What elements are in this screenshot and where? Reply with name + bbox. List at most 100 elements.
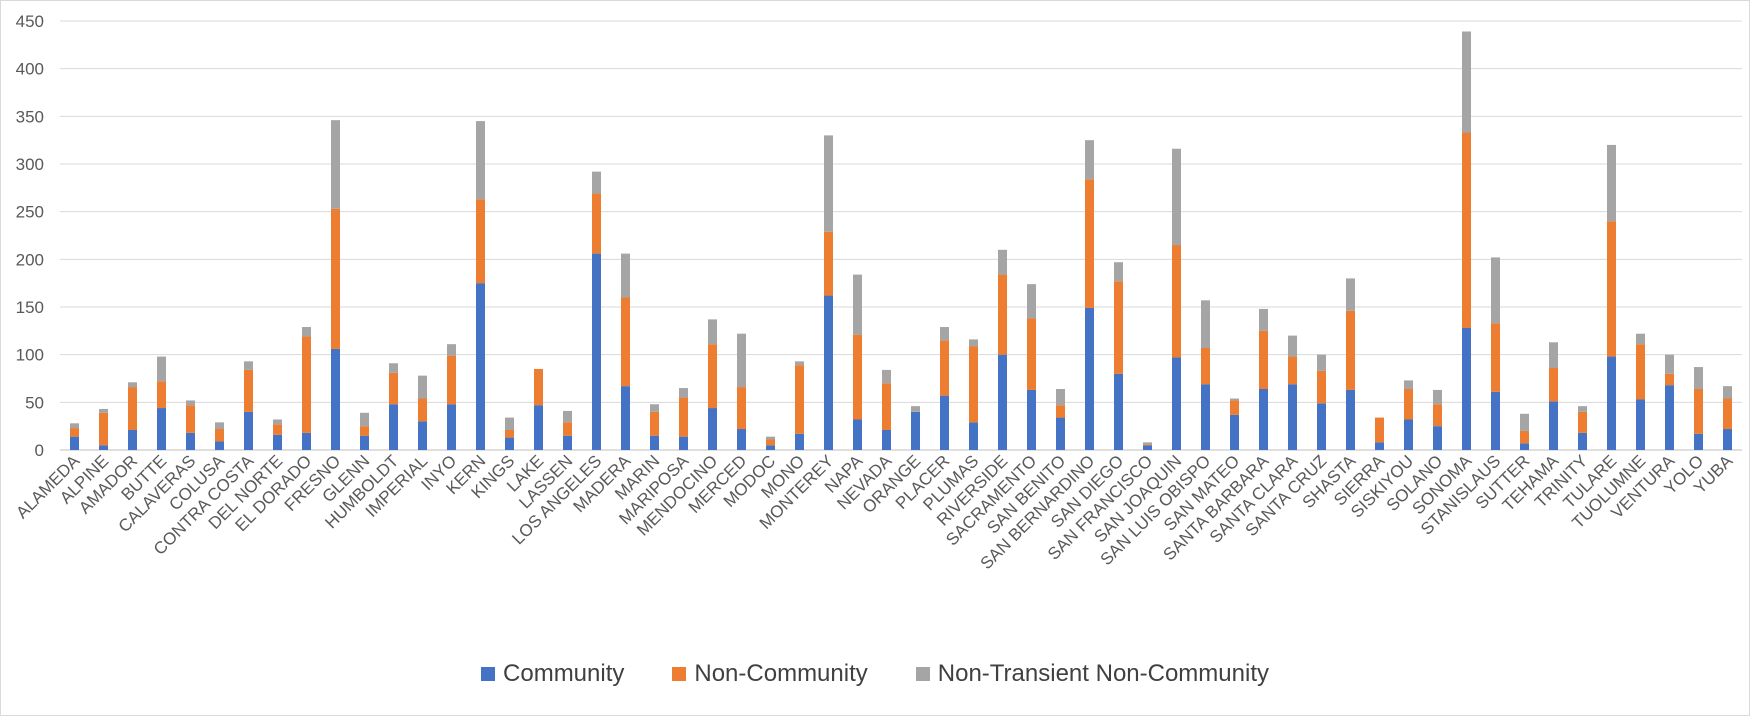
bar-non-community-kern	[476, 199, 485, 284]
bar-community-mono	[795, 433, 804, 450]
bar-community-contra-costa	[244, 411, 253, 450]
bar-non-transient-non-community-calaveras	[186, 400, 195, 406]
bar-non-transient-non-community-tuolumne	[1636, 333, 1645, 345]
bar-non-community-marin	[650, 411, 659, 436]
bar-non-transient-non-community-tulare	[1607, 144, 1616, 222]
bar-community-sacramento	[1027, 389, 1036, 450]
bar-community-san-joaquin	[1172, 357, 1181, 450]
bar-non-transient-non-community-san-bernardino	[1085, 140, 1094, 180]
bar-non-transient-non-community-alpine	[99, 409, 108, 413]
bar-non-community-san-benito	[1056, 405, 1065, 418]
bar-community-alameda	[70, 436, 79, 450]
bar-community-colusa	[215, 441, 224, 450]
bar-non-transient-non-community-shasta	[1346, 278, 1355, 311]
bar-non-community-contra-costa	[244, 369, 253, 412]
y-tick-label: 400	[16, 60, 44, 79]
bar-community-marin	[650, 435, 659, 450]
bar-non-community-lassen	[563, 422, 572, 436]
bar-non-transient-non-community-sutter	[1520, 413, 1529, 431]
bar-non-transient-non-community-trinity	[1578, 406, 1587, 412]
bar-non-transient-non-community-humboldt	[389, 363, 398, 373]
bar-non-transient-non-community-marin	[650, 404, 659, 412]
bar-non-community-san-mateo	[1230, 400, 1239, 415]
bar-community-trinity	[1578, 432, 1587, 450]
bar-non-transient-non-community-santa-cruz	[1317, 354, 1326, 371]
bar-non-transient-non-community-tehama	[1549, 342, 1558, 369]
gridlines	[60, 20, 1742, 451]
bar-non-transient-non-community-lassen	[563, 410, 572, 423]
bar-non-community-santa-clara	[1288, 356, 1297, 385]
bar-non-community-colusa	[215, 429, 224, 442]
bar-non-transient-non-community-riverside	[998, 249, 1007, 275]
bar-community-san-bernardino	[1085, 307, 1094, 450]
bar-non-transient-non-community-los-angeles	[592, 171, 601, 194]
y-tick-label: 0	[35, 441, 44, 460]
bar-non-community-yolo	[1694, 388, 1703, 434]
x-axis-ticks: ALAMEDAALPINEAMADORBUTTECALAVERASCOLUSAC…	[12, 451, 1736, 573]
legend-label: Non-Community	[694, 660, 868, 687]
bar-community-sierra	[1375, 442, 1384, 450]
bar-community-tehama	[1549, 401, 1558, 450]
bar-community-san-diego	[1114, 373, 1123, 450]
bar-non-community-alameda	[70, 428, 79, 437]
bar-non-community-sacramento	[1027, 318, 1036, 390]
y-tick-label: 350	[16, 107, 44, 126]
bar-non-transient-non-community-stanislaus	[1491, 257, 1500, 324]
bar-community-imperial	[418, 421, 427, 450]
bar-community-inyo	[447, 404, 456, 450]
bar-community-tuolumne	[1636, 399, 1645, 450]
y-tick-label: 150	[16, 298, 44, 317]
legend-item-community: Community	[481, 660, 624, 688]
bar-community-del-norte	[273, 434, 282, 450]
bar-non-transient-non-community-orange	[911, 406, 920, 412]
bar-non-community-tehama	[1549, 368, 1558, 402]
bar-community-orange	[911, 411, 920, 450]
bar-community-glenn	[360, 435, 369, 450]
bar-community-placer	[940, 395, 949, 450]
bar-non-transient-non-community-siskiyou	[1404, 380, 1413, 389]
bar-community-mendocino	[708, 408, 717, 450]
bar-non-community-amador	[128, 387, 137, 430]
bar-non-community-yuba	[1723, 398, 1732, 430]
bar-non-transient-non-community-san-benito	[1056, 388, 1065, 406]
bar-non-transient-non-community-kings	[505, 417, 514, 430]
bar-non-transient-non-community-amador	[128, 382, 137, 388]
y-axis-ticks: 0 50 100 150 200 250 300 350 400 450	[16, 12, 44, 460]
bar-non-community-solano	[1433, 404, 1442, 427]
bar-non-community-butte	[157, 381, 166, 409]
bar-non-community-sierra	[1375, 417, 1384, 443]
legend-item-non-community: Non-Community	[672, 660, 868, 688]
bar-community-mariposa	[679, 436, 688, 450]
bar-community-sutter	[1520, 443, 1529, 450]
bar-non-transient-non-community-mendocino	[708, 319, 717, 345]
bar-non-community-monterey	[824, 231, 833, 296]
bar-non-transient-non-community-nevada	[882, 369, 891, 384]
bar-non-transient-non-community-contra-costa	[244, 361, 253, 370]
bar-non-community-del-norte	[273, 424, 282, 435]
bar-non-transient-non-community-alameda	[70, 423, 79, 429]
bar-community-los-angeles	[592, 253, 601, 450]
bar-non-transient-non-community-fresno	[331, 120, 340, 209]
bar-community-lassen	[563, 435, 572, 450]
bar-community-sonoma	[1462, 327, 1471, 450]
legend-item-non-transient-non-community: Non-Transient Non-Community	[915, 660, 1269, 688]
bar-non-community-siskiyou	[1404, 388, 1413, 420]
bar-non-transient-non-community-solano	[1433, 389, 1442, 405]
bar-community-san-luis-obispo	[1201, 384, 1210, 450]
bar-community-napa	[853, 419, 862, 450]
bar-non-community-fresno	[331, 208, 340, 349]
bar-community-merced	[737, 429, 746, 450]
bar-non-community-lake	[534, 368, 543, 406]
bar-community-el-dorado	[302, 432, 311, 450]
y-tick-label: 450	[16, 12, 44, 31]
legend-label: Non-Transient Non-Community	[937, 660, 1269, 687]
bar-non-community-el-dorado	[302, 336, 311, 433]
bar-community-santa-cruz	[1317, 403, 1326, 450]
bar-non-transient-non-community-butte	[157, 356, 166, 382]
bar-non-community-los-angeles	[592, 193, 601, 254]
y-tick-label: 50	[25, 393, 44, 412]
bar-non-transient-non-community-plumas	[969, 339, 978, 347]
bar-non-community-calaveras	[186, 405, 195, 433]
legend-swatch	[672, 667, 687, 681]
bar-community-san-francisco	[1143, 445, 1152, 450]
